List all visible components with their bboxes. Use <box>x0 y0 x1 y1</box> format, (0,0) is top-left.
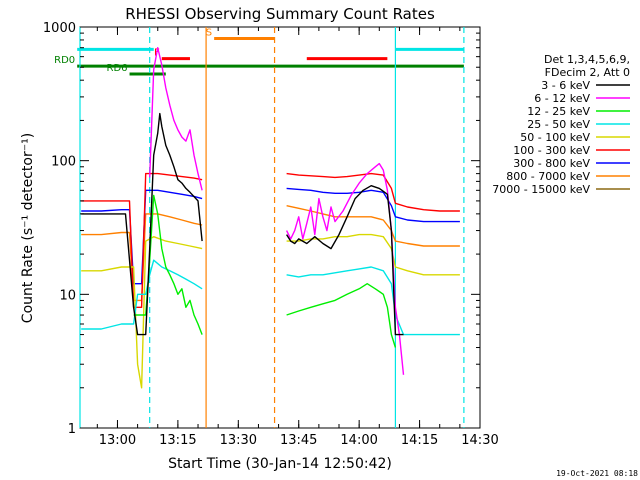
series-line <box>149 47 203 191</box>
series-line <box>81 189 203 285</box>
x-tick-label: 13:30 <box>220 433 257 448</box>
x-axis-label: Start Time (30-Jan-14 12:50:42) <box>168 456 392 472</box>
series-line <box>133 194 203 335</box>
legend-label: 3 - 6 keV <box>541 79 590 92</box>
series-line <box>81 112 203 336</box>
series-line <box>285 162 405 375</box>
series-line <box>286 205 460 247</box>
legend-label: 50 - 100 keV <box>520 131 590 144</box>
series-line <box>286 187 460 223</box>
series-line <box>286 283 397 348</box>
x-tick-label: 13:15 <box>159 433 196 448</box>
vlines-layer <box>79 27 465 428</box>
chart-title: RHESSI Observing Summary Count Rates <box>125 5 435 23</box>
x-tick-label: 14:15 <box>401 433 438 448</box>
legend-label: 7000 - 15000 keV <box>492 183 590 196</box>
y-axis-label: Count Rate (s⁻¹ detector⁻¹) <box>20 133 36 323</box>
series-line <box>286 184 404 336</box>
x-tick-label: 13:45 <box>280 433 317 448</box>
series-line <box>286 266 460 336</box>
y-tick-label: 100 <box>51 155 76 170</box>
legend: Det 1,3,4,5,6,9,FDecim 2, Att 03 - 6 keV… <box>492 53 630 196</box>
legend-label: 12 - 25 keV <box>527 105 590 118</box>
y-tick-label: 10 <box>59 288 76 303</box>
y-axis: 1 10 100 1000 <box>43 21 480 437</box>
series-line <box>286 172 460 212</box>
legend-label: 100 - 300 keV <box>513 144 590 157</box>
x-tick-label: 13:00 <box>99 433 136 448</box>
series-line <box>81 259 203 330</box>
x-axis: 13:00 13:15 13:30 13:45 14:00 14:15 14:30 <box>96 27 499 448</box>
y-tick-label: 1 <box>68 422 76 437</box>
series-line <box>81 235 203 389</box>
legend-label: 300 - 800 keV <box>513 157 590 170</box>
flag-label: RD6 <box>107 63 128 74</box>
flag-label: RD0 <box>54 55 75 66</box>
flag-label: S <box>206 28 212 39</box>
x-tick-label: 14:00 <box>340 433 377 448</box>
legend-header: FDecim 2, Att 0 <box>545 66 630 79</box>
legend-label: 800 - 7000 keV <box>506 170 590 183</box>
series-line <box>286 233 460 276</box>
series-line <box>81 172 203 308</box>
plot-frame <box>79 26 481 429</box>
y-tick-label: 1000 <box>43 21 76 36</box>
footer-timestamp: 19-Oct-2021 08:18 <box>556 469 638 478</box>
legend-label: 25 - 50 keV <box>527 118 590 131</box>
legend-header: Det 1,3,4,5,6,9, <box>544 53 630 66</box>
series-layer <box>81 47 460 389</box>
x-tick-label: 14:30 <box>461 433 498 448</box>
legend-label: 6 - 12 keV <box>534 92 590 105</box>
